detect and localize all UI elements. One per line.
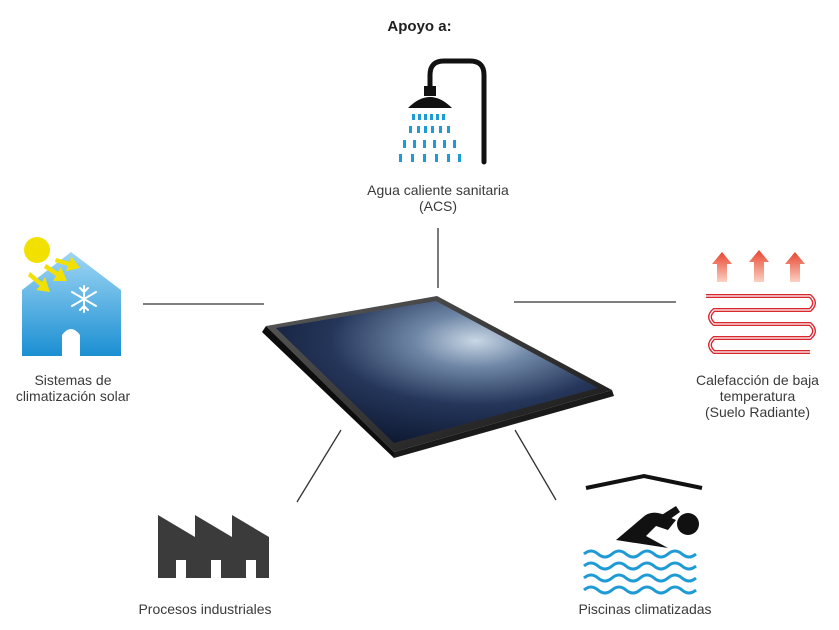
underfloor-heating-icon bbox=[706, 250, 816, 354]
diagram-title: Apoyo a: bbox=[387, 18, 452, 35]
label-industrial: Procesos industriales bbox=[100, 601, 310, 617]
label-calefaccion-line-1: Calefacción de baja bbox=[696, 372, 819, 388]
label-solar-line-1: Sistemas de bbox=[34, 372, 112, 388]
label-solar-line-2: climatización solar bbox=[15, 388, 131, 404]
label-acs-line-1: Agua caliente sanitaria bbox=[367, 182, 509, 198]
connector-lines bbox=[143, 228, 676, 503]
solar-house-cooling-icon bbox=[22, 237, 121, 356]
connector-industrial bbox=[296, 429, 342, 503]
factory-icon bbox=[158, 515, 269, 578]
connector-piscinas bbox=[514, 429, 557, 501]
label-piscinas: Piscinas climatizadas bbox=[540, 601, 750, 617]
label-industrial-line-1: Procesos industriales bbox=[138, 601, 272, 617]
label-piscinas-line-1: Piscinas climatizadas bbox=[578, 601, 712, 617]
label-calefaccion-line-2: temperatura bbox=[719, 388, 796, 404]
label-acs-line-2: (ACS) bbox=[418, 198, 458, 214]
label-solar: Sistemas de climatización solar bbox=[0, 372, 146, 404]
shower-icon bbox=[399, 58, 487, 165]
label-calefaccion: Calefacción de baja temperatura (Suelo R… bbox=[676, 372, 839, 420]
label-acs: Agua caliente sanitaria (ACS) bbox=[318, 182, 558, 214]
label-calefaccion-line-3: (Suelo Radiante) bbox=[704, 404, 811, 420]
solar-panel bbox=[262, 296, 614, 458]
swimming-pool-icon bbox=[583, 473, 703, 595]
